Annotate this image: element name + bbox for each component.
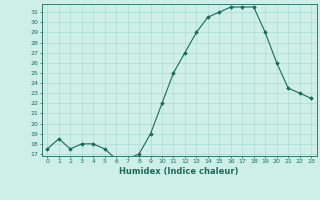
X-axis label: Humidex (Indice chaleur): Humidex (Indice chaleur)	[119, 167, 239, 176]
